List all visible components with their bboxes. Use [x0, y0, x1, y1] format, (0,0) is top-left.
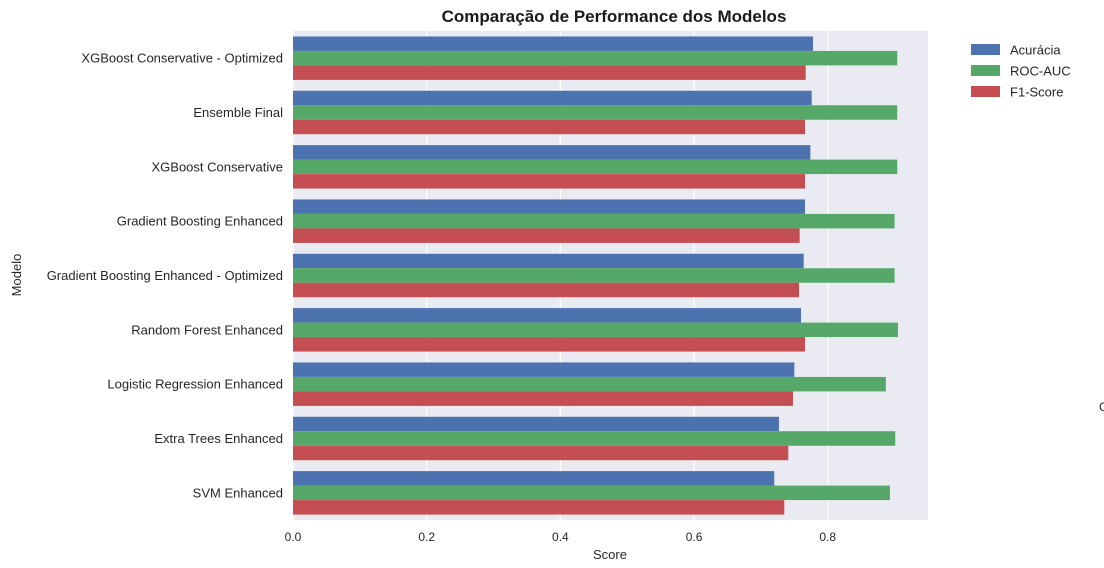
- bar-roc-auc-7: [293, 431, 896, 446]
- x-tick-label: 0.6: [686, 530, 703, 544]
- x-tick-labels: 0.0 0.2 0.4 0.6 0.8: [285, 530, 837, 544]
- clipped-edge-text: C: [1099, 400, 1104, 414]
- chart-title: Comparação de Performance dos Modelos: [442, 7, 787, 26]
- x-tick-label: 0.4: [552, 530, 569, 544]
- bar-roc-auc-4: [293, 268, 895, 283]
- bar-roc-auc-8: [293, 485, 890, 501]
- y-category-label: Gradient Boosting Enhanced: [117, 214, 283, 229]
- y-category-label: Random Forest Enhanced: [131, 322, 283, 337]
- legend: Acurácia ROC-AUC F1-Score: [971, 43, 1071, 100]
- y-category-label: Logistic Regression Enhanced: [107, 377, 283, 392]
- bar-f1-score-8: [293, 500, 785, 515]
- bar-f1-score-4: [293, 282, 799, 298]
- legend-label: ROC-AUC: [1010, 64, 1071, 79]
- legend-label: F1-Score: [1010, 85, 1063, 100]
- bar-acur-cia-4: [293, 253, 804, 269]
- bar-f1-score-5: [293, 337, 806, 352]
- x-tick-label: 0.0: [285, 530, 302, 544]
- x-tick-label: 0.2: [418, 530, 435, 544]
- bar-f1-score-6: [293, 391, 793, 406]
- bar-acur-cia-6: [293, 362, 795, 377]
- x-tick-label: 0.8: [819, 530, 836, 544]
- y-category-label: Ensemble Final: [193, 105, 283, 120]
- bar-acur-cia-2: [293, 145, 811, 160]
- bar-acur-cia-1: [293, 90, 812, 106]
- y-category-labels: XGBoost Conservative - Optimized Ensemble…: [47, 51, 283, 501]
- bar-acur-cia-0: [293, 36, 814, 51]
- x-axis-title: Score: [593, 547, 627, 562]
- bar-roc-auc-1: [293, 105, 898, 120]
- legend-swatch: [971, 86, 1000, 97]
- bar-f1-score-1: [293, 119, 806, 135]
- bars: [293, 36, 898, 515]
- bar-roc-auc-5: [293, 322, 898, 338]
- bar-f1-score-0: [293, 65, 806, 80]
- y-category-label: SVM Enhanced: [193, 485, 283, 500]
- y-category-label: Extra Trees Enhanced: [154, 431, 283, 446]
- bar-roc-auc-6: [293, 376, 886, 392]
- y-axis-title: Modelo: [9, 254, 24, 297]
- y-category-label: XGBoost Conservative - Optimized: [81, 51, 283, 66]
- y-category-label: Gradient Boosting Enhanced - Optimized: [47, 268, 283, 283]
- bar-roc-auc-2: [293, 159, 898, 175]
- title-text: Comparação de Performance dos Modelos: [442, 7, 787, 26]
- bar-acur-cia-8: [293, 471, 775, 486]
- legend-swatch: [971, 65, 1000, 76]
- legend-swatch: [971, 44, 1000, 55]
- bar-roc-auc-0: [293, 50, 898, 66]
- bar-f1-score-2: [293, 174, 806, 189]
- bar-roc-auc-3: [293, 213, 895, 229]
- bar-acur-cia-3: [293, 199, 806, 214]
- bar-acur-cia-7: [293, 416, 779, 432]
- bar-f1-score-7: [293, 445, 789, 461]
- y-category-label: XGBoost Conservative: [151, 159, 283, 174]
- bar-f1-score-3: [293, 228, 800, 243]
- bar-acur-cia-5: [293, 308, 801, 323]
- legend-label: Acurácia: [1010, 43, 1061, 58]
